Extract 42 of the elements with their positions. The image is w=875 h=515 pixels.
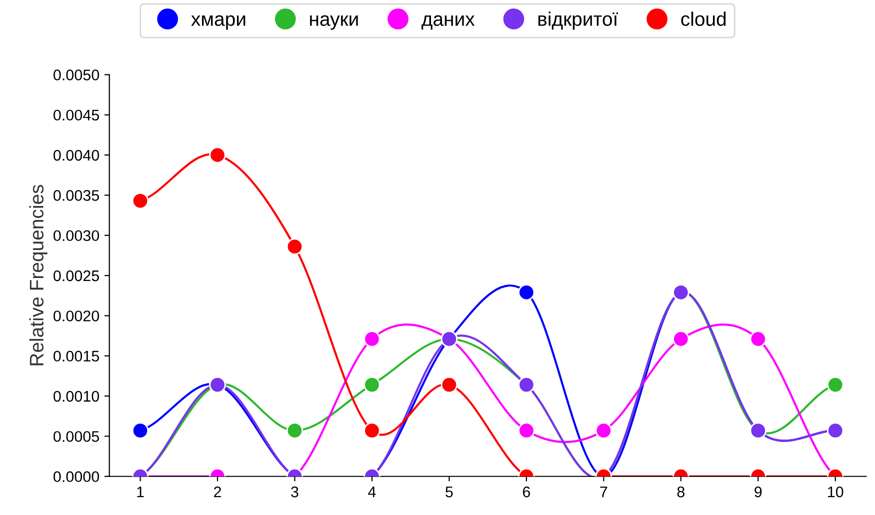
legend-label: хмари (191, 15, 246, 30)
x-tick-label: 7 (600, 486, 608, 498)
x-tick-label: 2 (214, 486, 221, 498)
y-tick-label: 0.0015 (54, 350, 100, 362)
x-tick-label: 3 (291, 486, 298, 498)
point (209, 146, 226, 164)
x-tick-label: 4 (368, 486, 376, 498)
point (364, 422, 380, 439)
point (827, 376, 844, 394)
legend-label: відкритої (538, 12, 618, 30)
point (286, 422, 304, 439)
point (364, 376, 380, 394)
y-tick-label: 0.0030 (54, 230, 100, 242)
x-tick-label: 8 (677, 486, 684, 498)
point (132, 192, 149, 210)
y-axis-title: Relative Frequencies (29, 184, 48, 366)
point (286, 238, 304, 255)
y-tick-label: 0.0000 (54, 471, 100, 482)
point (440, 376, 458, 394)
y-tick-label: 0.0045 (54, 110, 100, 121)
point (672, 330, 690, 348)
legend-label: даних (422, 15, 475, 30)
y-tick-label: 0.0020 (54, 310, 100, 322)
y-tick-label: 0.0005 (54, 431, 100, 442)
x-tick-label: 1 (137, 486, 144, 498)
x-tick-label: 9 (754, 486, 762, 498)
x-tick-label: 10 (828, 486, 844, 498)
legend-label: науки (310, 15, 358, 30)
point (518, 422, 535, 439)
point (518, 284, 535, 301)
y-tick-label: 0.0035 (54, 190, 100, 201)
point (132, 422, 149, 439)
y-tick-label: 0.0050 (54, 70, 100, 80)
x-tick-label: 6 (522, 486, 530, 498)
point (750, 330, 766, 348)
legend-label: cloud (681, 12, 726, 26)
point (364, 330, 380, 348)
point (595, 422, 612, 439)
x-tick-label: 5 (446, 486, 453, 498)
y-tick-label: 0.0010 (54, 390, 100, 402)
y-tick-label: 0.0025 (54, 270, 100, 282)
y-tick-label: 0.0040 (54, 150, 100, 161)
